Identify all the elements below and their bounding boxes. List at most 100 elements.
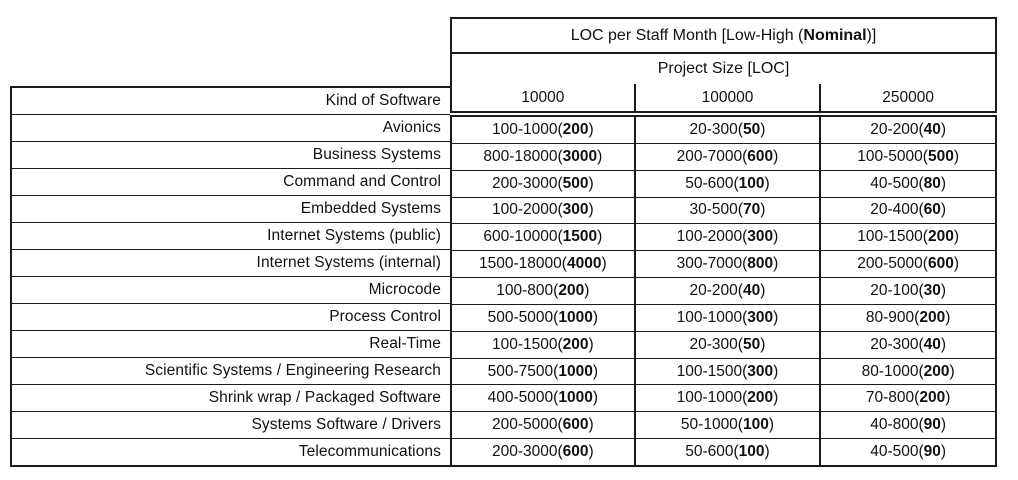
nominal-value: 500 <box>562 174 589 192</box>
value-cell: 20-300(50) <box>633 117 820 143</box>
value-cell: 40-800(90) <box>819 412 995 439</box>
kind-cell: Internet Systems (public) <box>12 223 450 250</box>
nominal-value: 1000 <box>558 389 593 407</box>
table-title-nominal: Nominal <box>803 26 867 44</box>
project-size-header: Project Size [LOC] <box>657 60 790 77</box>
value-cell: 50-1000(100) <box>633 412 820 439</box>
value-cell: 20-100(30) <box>819 278 995 304</box>
table-row: 100-1500(200) 20-300(50) 20-300(40) <box>452 331 995 359</box>
value-cell: 200-5000(600) <box>491 416 594 434</box>
value-cell: 200-5000(600) <box>819 251 995 278</box>
nominal-value: 200 <box>562 335 589 353</box>
nominal-value: 1000 <box>558 362 593 380</box>
value-cell: 100-1500(300) <box>633 358 820 385</box>
size-column-label-10000: 10000 <box>521 88 565 106</box>
nominal-value: 80 <box>923 174 941 192</box>
table-row: 400-5000(1000) 100-1000(200) 70-800(200) <box>452 385 995 413</box>
table-row: 100-2000(300) 30-500(70) 20-400(60) <box>452 197 995 225</box>
size-column-label-100000: 100000 <box>633 84 820 111</box>
kind-cell: Business Systems <box>12 142 450 169</box>
value-cell: 1500-18000(4000) <box>479 255 607 273</box>
value-cell: 80-1000(200) <box>819 358 995 385</box>
value-cell: 40-500(90) <box>819 439 995 465</box>
kind-cell: Microcode <box>12 277 450 304</box>
kind-column: Kind of Software Avionics Business System… <box>10 86 450 467</box>
value-cell: 20-200(40) <box>819 117 995 143</box>
table-row: 800-18000(3000) 200-7000(600) 100-5000(500… <box>452 143 995 171</box>
kind-cell: Internet Systems (internal) <box>12 250 450 277</box>
table-row: 200-5000(600) 50-1000(100) 40-800(90) <box>452 412 995 440</box>
nominal-value: 40 <box>923 120 941 138</box>
nominal-value: 40 <box>742 281 761 299</box>
value-cell: 50-600(100) <box>633 170 820 197</box>
nominal-value: 200 <box>923 362 950 380</box>
value-cell: 300-7000(800) <box>633 251 820 278</box>
kind-cell: Command and Control <box>12 169 450 196</box>
nominal-value: 4000 <box>566 255 602 273</box>
nominal-value: 70 <box>742 201 761 219</box>
table-row: 500-7500(1000) 100-1500(300) 80-1000(200) <box>452 358 995 386</box>
nominal-value: 200 <box>562 120 589 138</box>
size-columns-row: 10000 100000 250000 <box>452 84 995 111</box>
value-cell: 20-300(50) <box>633 331 820 358</box>
value-cell: 200-3000(500) <box>491 174 594 192</box>
nominal-value: 500 <box>927 147 954 165</box>
value-cell: 100-1000(200) <box>491 120 594 138</box>
nominal-value: 600 <box>747 147 774 165</box>
nominal-value: 300 <box>747 228 774 246</box>
table-row: 500-5000(1000) 100-1000(300) 80-900(200) <box>452 304 995 332</box>
nominal-value: 50 <box>742 120 761 138</box>
nominal-value: 300 <box>747 362 774 380</box>
value-cell: 100-2000(300) <box>491 201 594 219</box>
nominal-value: 800 <box>747 255 774 273</box>
nominal-value: 100 <box>738 174 765 192</box>
nominal-value: 300 <box>747 308 774 326</box>
nominal-value: 600 <box>927 255 954 273</box>
table-title: LOC per Staff Month [Low-High (Nominal)] <box>452 19 995 54</box>
table-row: 1500-18000(4000) 300-7000(800) 200-5000(60… <box>452 251 995 279</box>
kind-cell: Avionics <box>12 115 450 142</box>
value-cell: 20-300(40) <box>819 331 995 358</box>
nominal-value: 200 <box>747 389 774 407</box>
table-title-suffix: )] <box>866 26 877 44</box>
nominal-value: 200 <box>558 281 585 299</box>
value-cell: 40-500(80) <box>819 170 995 197</box>
value-cell: 100-1000(200) <box>633 385 820 412</box>
value-cell: 100-1500(200) <box>819 224 995 251</box>
value-cell: 100-2000(300) <box>633 224 820 251</box>
nominal-value: 100 <box>742 416 769 434</box>
kind-cell: Systems Software / Drivers <box>12 412 450 439</box>
nominal-value: 200 <box>919 389 946 407</box>
table-title-prefix: LOC per Staff Month [Low-High ( <box>570 26 804 44</box>
nominal-value: 100 <box>738 443 765 461</box>
nominal-value: 60 <box>923 201 941 219</box>
kind-of-software-header: Kind of Software <box>12 88 450 115</box>
nominal-value: 200 <box>919 308 946 326</box>
kind-cell: Telecommunications <box>298 443 441 460</box>
nominal-value: 90 <box>923 416 941 434</box>
nominal-value: 1500 <box>562 228 598 246</box>
value-cell: 20-400(60) <box>819 197 995 224</box>
value-cell: 50-600(100) <box>633 439 820 465</box>
nominal-value: 600 <box>562 416 589 434</box>
nominal-value: 40 <box>923 335 941 353</box>
value-cell: 100-800(200) <box>496 281 590 299</box>
table-row: 200-3000(500) 50-600(100) 40-500(80) <box>452 170 995 198</box>
value-cell: 30-500(70) <box>633 197 820 224</box>
table-row: 200-3000(600) 50-600(100) 40-500(90) <box>452 439 995 465</box>
value-cell: 20-200(40) <box>633 278 820 304</box>
size-column-label-250000: 250000 <box>819 84 995 111</box>
value-cell: 100-5000(500) <box>819 143 995 170</box>
nominal-value: 300 <box>562 201 589 219</box>
value-cell: 100-1500(200) <box>491 335 594 353</box>
value-cell: 400-5000(1000) <box>487 389 598 407</box>
value-cell: 100-1000(300) <box>633 304 820 331</box>
value-cell: 200-3000(600) <box>491 443 594 461</box>
kind-cell: Real-Time <box>12 331 450 358</box>
value-cell: 500-5000(1000) <box>487 308 598 326</box>
value-cell: 200-7000(600) <box>633 143 820 170</box>
value-cell: 600-10000(1500) <box>483 228 603 246</box>
kind-cell: Process Control <box>12 304 450 331</box>
value-cell: 500-7500(1000) <box>487 362 598 380</box>
